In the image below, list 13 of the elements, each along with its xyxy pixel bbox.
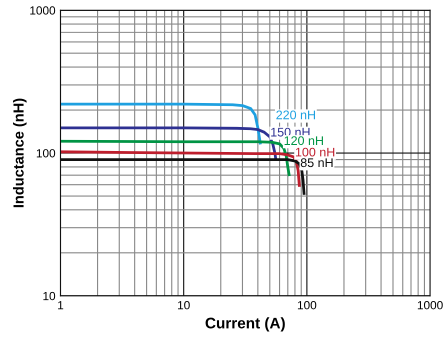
x-tick-label: 1	[58, 301, 64, 310]
x-tick-label: 10	[178, 301, 190, 310]
x-axis-title: Current (A)	[206, 317, 285, 332]
series-label: 85 nH	[300, 158, 333, 168]
x-tick-label: 100	[298, 301, 316, 310]
x-tick-label: 1000	[418, 301, 443, 310]
y-tick-label: 10	[43, 292, 56, 300]
series-label: 220 nH	[276, 110, 316, 120]
y-tick-label: 1000	[30, 6, 56, 15]
series-label: 100 nH	[296, 148, 334, 157]
series-label: 120 nH	[284, 136, 323, 146]
y-axis-title: Inductance (nH)	[12, 98, 27, 208]
y-tick-label: 100	[36, 149, 56, 158]
